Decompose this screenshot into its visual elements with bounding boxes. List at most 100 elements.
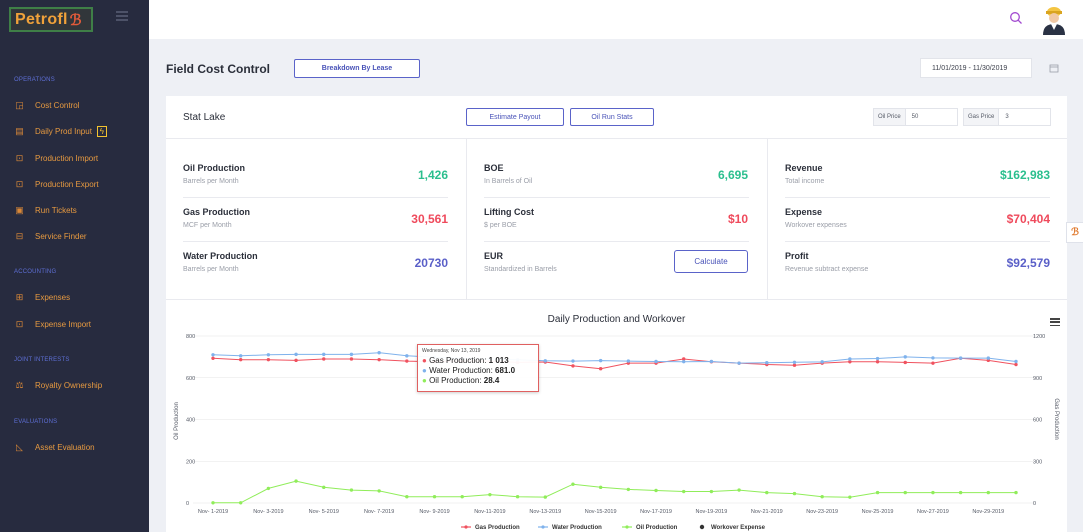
legend-marker-dot [625,525,629,529]
search-icon[interactable] [1009,11,1023,25]
nav-item-service-finder[interactable]: ⊟ Service Finder [14,229,87,243]
y-right-axis-title: Gas Production [1053,398,1059,439]
divider [183,241,448,242]
calculate-button[interactable]: Calculate [674,250,748,273]
chart-menu-icon[interactable] [1050,318,1060,326]
breakdown-by-lease-button[interactable]: Breakdown By Lease [294,59,420,78]
oil-point [543,495,547,499]
expense-sub: Workover expenses [785,222,847,229]
x-tick-label: Nov- 5-2019 [309,509,339,515]
nav-item-production-export[interactable]: ⊡ Production Export [14,177,99,191]
nav-item-label: Production Import [35,153,99,163]
divider [484,241,749,242]
legend-marker-dot [464,525,468,529]
estimate-payout-button[interactable]: Estimate Payout [466,108,564,126]
gas-point [266,357,271,362]
y-left-tick-label: 0 [186,501,189,507]
nav-item-expense-import[interactable]: ⊡ Expense Import [14,317,91,331]
water-point [737,361,741,365]
expense-title: Expense [785,207,823,217]
gas-production-sub: MCF per Month [183,222,232,229]
app-logo[interactable]: Petrofl ℬ [9,7,93,32]
oil-point [488,492,492,497]
y-left-tick-label: 600 [186,376,195,382]
gas-point [848,360,852,364]
nav-item-daily-prod-input[interactable]: ▤ Daily Prod Input ϟ [14,124,107,138]
gas-point [931,361,935,365]
logo-flame-icon: ℬ [69,11,82,29]
document-icon: ▤ [15,125,24,136]
nav-item-asset-evaluation[interactable]: ◺ Asset Evaluation [14,440,95,454]
section-title-joint-interests: JOINT INTERESTS [14,357,70,363]
oil-point [211,501,215,505]
nav-item-label: Service Finder [35,231,87,241]
gas-price-field[interactable]: Gas Price 3 [963,108,1051,126]
oil-point [737,488,741,492]
chart-icon: ◲ [15,99,24,110]
water-series-line [212,352,1017,364]
nav-item-expenses[interactable]: ⊞ Expenses [14,290,70,304]
date-range-input[interactable]: 11/01/2019 - 11/30/2019 [920,58,1032,78]
hamburger-menu-icon[interactable] [116,11,128,21]
divider [183,197,448,198]
divider [785,197,1050,198]
nav-item-royalty-ownership[interactable]: ⚖ Royalty Ownership [14,378,102,392]
gas-production-value: 30,561 [411,212,448,226]
gas-point [682,357,686,361]
oil-point [598,485,603,490]
tooltip-water-value: 681.0 [495,366,516,375]
user-avatar[interactable] [1041,3,1067,35]
chart-title: Daily Production and Workover [547,314,686,325]
boe-title: BOE [484,163,504,173]
nav-item-label: Daily Prod Input [35,126,92,136]
gas-point [598,367,603,371]
oil-price-field[interactable]: Oil Price 50 [873,108,958,126]
side-panel-toggle-icon[interactable]: ℬ [1066,222,1083,243]
nav-item-production-import[interactable]: ⊡ Production Import [14,151,98,165]
y-right-tick-label: 0 [1033,501,1036,507]
water-point [986,356,991,360]
oil-point [432,495,437,499]
divider [484,197,749,198]
tooltip-gas-value: 1 013 [488,356,509,365]
logo-text: Petrofl [15,10,68,28]
tooltip-gas-row: ● Gas Production: 1 013 [422,356,509,365]
nav-item-run-tickets[interactable]: ▣ Run Tickets [14,203,77,217]
nav-item-label: Expenses [35,292,71,302]
water-production-sub: Barrels per Month [183,266,239,273]
lease-name: Stat Lake [183,112,226,123]
chart-tooltip: Wednesday, Nov 13, 2019 ● Gas Production… [417,344,539,392]
gas-point [238,357,243,362]
water-point [266,353,271,357]
nav-item-label: Run Tickets [35,205,77,215]
section-title-accounting: ACCOUNTING [14,269,57,275]
water-point [654,359,658,364]
tooltip-gas-label: Gas Production: [429,356,489,365]
nav-item-label: Royalty Ownership [35,380,103,390]
water-point [322,352,326,357]
lease-card: Stat Lake Estimate Payout Oil Run Stats … [166,96,1067,532]
oil-price-value: 50 [911,114,919,120]
water-point [765,361,769,365]
tooltip-water-label: Water Production: [429,366,496,375]
nav-item-cost-control[interactable]: ◲ Cost Control [14,98,79,112]
water-point [792,360,797,365]
oil-point [266,486,271,491]
profit-value: $92,579 [1006,256,1050,270]
oil-series-line [213,480,1016,504]
x-tick-label: Nov-27-2019 [917,509,949,515]
gas-point [294,358,298,363]
oil-point [848,495,852,499]
oil-production-title: Oil Production [183,163,245,173]
x-tick-label: Nov-11-2019 [474,509,505,515]
gas-point [903,360,907,365]
oil-run-stats-button[interactable]: Oil Run Stats [570,108,654,126]
gas-point [211,356,215,360]
gas-price-label: Gas Price [964,109,1000,125]
lifting-cost-value: $10 [727,212,748,226]
y-left-axis-title: Oil Production [174,402,180,440]
lifting-cost-title: Lifting Cost [484,207,534,217]
sidebar: Petrofl ℬ OPERATIONS ◲ Cost Control ▤ Dai… [0,0,149,532]
calendar-icon[interactable] [1049,63,1059,73]
x-tick-label: Nov-25-2019 [862,509,894,515]
